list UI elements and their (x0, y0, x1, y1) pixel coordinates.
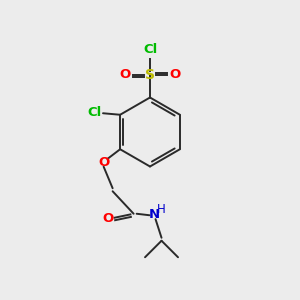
Text: O: O (98, 156, 109, 169)
Text: Cl: Cl (87, 106, 101, 119)
Text: N: N (148, 208, 160, 221)
Text: O: O (119, 68, 130, 82)
Text: Cl: Cl (143, 43, 157, 56)
Text: O: O (169, 68, 181, 82)
Text: S: S (145, 68, 155, 82)
Text: O: O (103, 212, 114, 225)
Text: H: H (157, 203, 166, 216)
